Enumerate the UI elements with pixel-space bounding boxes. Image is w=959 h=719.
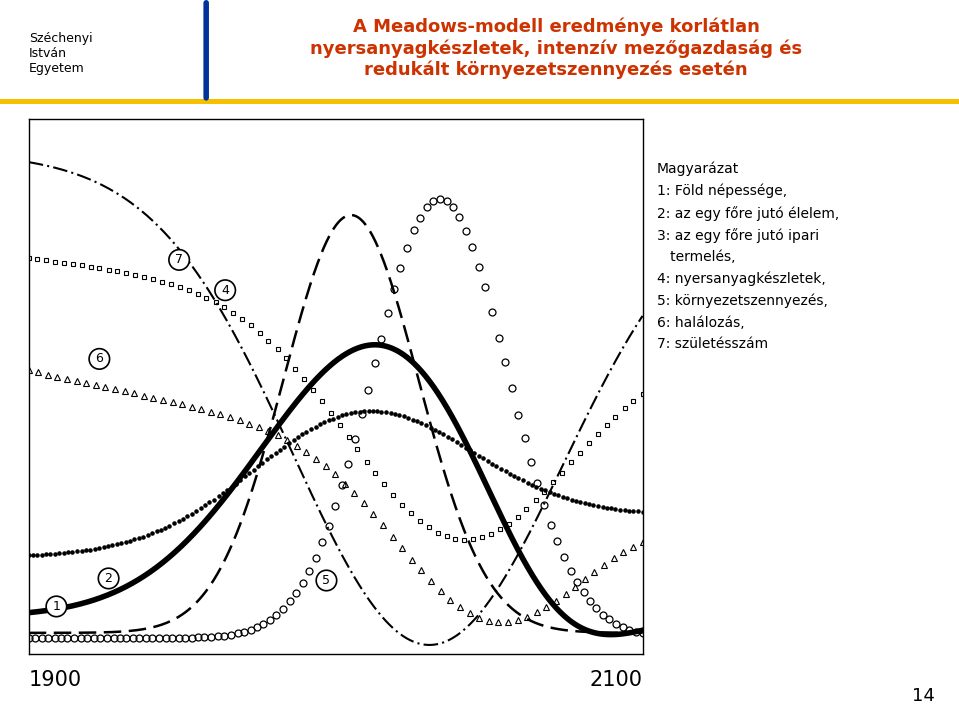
Text: 7: 7	[175, 253, 183, 266]
Text: Széchenyi
István
Egyetem: Széchenyi István Egyetem	[29, 32, 92, 75]
Text: 14: 14	[912, 687, 935, 705]
Text: 1900: 1900	[29, 670, 82, 690]
Text: A Meadows-modell eredménye korlátlan
nyersanyagkészletek, intenzív mezőgazdaság : A Meadows-modell eredménye korlátlan nye…	[310, 18, 803, 79]
Text: 5: 5	[322, 574, 331, 587]
Text: 2: 2	[105, 572, 112, 585]
Text: 6: 6	[95, 352, 104, 365]
Text: Magyarázat
1: Föld népessége,
2: az egy főre jutó élelem,
3: az egy főre jutó ip: Magyarázat 1: Föld népessége, 2: az egy …	[657, 162, 839, 351]
Text: 3: 3	[0, 718, 1, 719]
Text: 1: 1	[53, 600, 60, 613]
Text: 4: 4	[222, 284, 229, 297]
Text: 2100: 2100	[590, 670, 643, 690]
